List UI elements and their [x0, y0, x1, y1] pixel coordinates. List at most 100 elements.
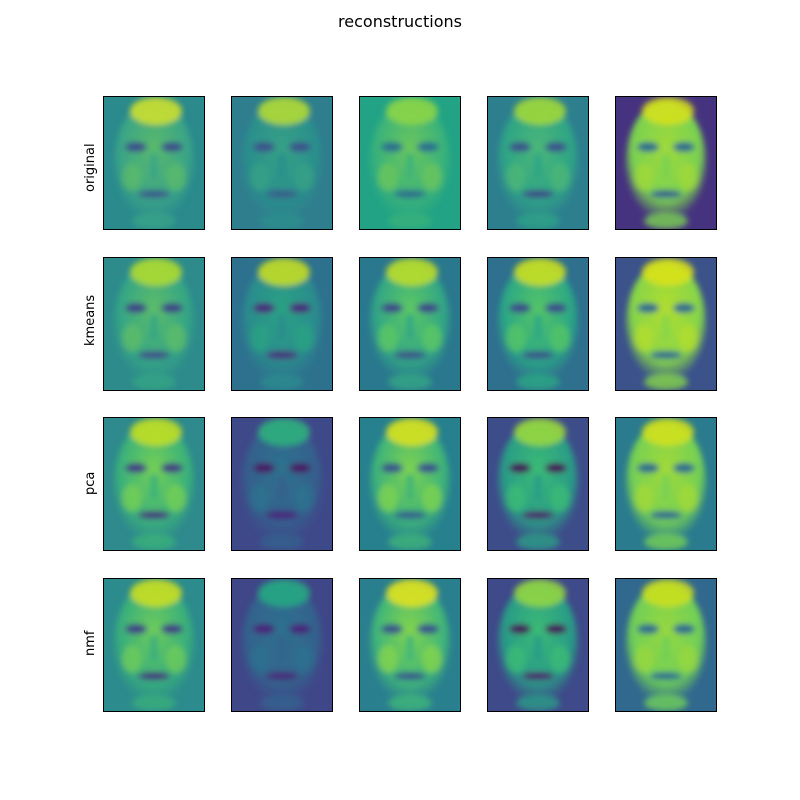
cheek-left [634, 645, 654, 673]
eye-right [673, 624, 695, 634]
chin [644, 374, 688, 390]
mouth [650, 672, 682, 680]
eye-left [509, 463, 531, 473]
forehead-highlight [642, 97, 694, 125]
nose [406, 474, 414, 500]
nose [534, 474, 542, 500]
eye-left [509, 624, 531, 634]
cheek-left [122, 645, 142, 673]
cheek-right [294, 163, 314, 191]
cheek-right [166, 645, 186, 673]
mouth [650, 190, 682, 198]
face-image [360, 258, 460, 390]
row-label-kmeans: kmeans [83, 294, 98, 346]
panel-original-2 [231, 96, 333, 230]
forehead-highlight [642, 258, 694, 286]
cheek-left [378, 163, 398, 191]
cheek-left [250, 645, 270, 673]
cheek-right [550, 645, 570, 673]
mouth [650, 511, 682, 519]
forehead-highlight [386, 418, 438, 446]
cheek-right [678, 324, 698, 352]
row-label-pca: pca [83, 471, 98, 495]
chin [132, 374, 176, 390]
chin [388, 213, 432, 229]
mouth [266, 672, 298, 680]
chin [260, 213, 304, 229]
eye-right [289, 142, 311, 152]
forehead-highlight [642, 418, 694, 446]
face-image [104, 418, 204, 550]
chin [388, 534, 432, 550]
cheek-left [250, 163, 270, 191]
cheek-left [634, 324, 654, 352]
forehead-highlight [258, 258, 310, 286]
eye-right [545, 142, 567, 152]
cheek-left [506, 163, 526, 191]
eye-right [161, 142, 183, 152]
chin [132, 213, 176, 229]
nose [278, 474, 286, 500]
forehead-highlight [514, 579, 566, 607]
eye-left [637, 624, 659, 634]
cheek-left [506, 324, 526, 352]
forehead-highlight [130, 579, 182, 607]
eye-left [381, 142, 403, 152]
mouth [138, 511, 170, 519]
eye-left [253, 624, 275, 634]
panel-pca-1 [103, 417, 205, 551]
cheek-right [550, 484, 570, 512]
forehead-highlight [514, 97, 566, 125]
forehead-highlight [386, 258, 438, 286]
eye-left [381, 624, 403, 634]
panel-nmf-1 [103, 578, 205, 712]
face-image [488, 258, 588, 390]
eye-left [637, 142, 659, 152]
face-image [360, 418, 460, 550]
eye-left [509, 303, 531, 313]
eye-left [637, 463, 659, 473]
panel-kmeans-4 [487, 257, 589, 391]
eye-right [161, 624, 183, 634]
cheek-left [250, 324, 270, 352]
mouth [522, 190, 554, 198]
forehead-highlight [130, 418, 182, 446]
cheek-right [422, 645, 442, 673]
face-image [104, 97, 204, 229]
mouth [522, 672, 554, 680]
face-image [104, 579, 204, 711]
eye-left [381, 463, 403, 473]
cheek-left [506, 484, 526, 512]
panel-pca-4 [487, 417, 589, 551]
cheek-right [422, 484, 442, 512]
cheek-left [506, 645, 526, 673]
face-image [232, 97, 332, 229]
face-image [232, 258, 332, 390]
cheek-left [122, 324, 142, 352]
eye-left [125, 624, 147, 634]
forehead-highlight [130, 258, 182, 286]
nose [278, 314, 286, 340]
cheek-right [678, 484, 698, 512]
nose [150, 635, 158, 661]
cheek-left [378, 324, 398, 352]
forehead-highlight [258, 97, 310, 125]
panel-original-5 [615, 96, 717, 230]
mouth [266, 190, 298, 198]
mouth [522, 511, 554, 519]
eye-left [125, 142, 147, 152]
chin [516, 534, 560, 550]
chin [516, 213, 560, 229]
cheek-left [122, 484, 142, 512]
face-image [232, 579, 332, 711]
nose [662, 635, 670, 661]
face-image [616, 418, 716, 550]
nose [278, 153, 286, 179]
face-image [488, 97, 588, 229]
nose [406, 314, 414, 340]
forehead-highlight [386, 97, 438, 125]
panel-pca-5 [615, 417, 717, 551]
cheek-right [550, 163, 570, 191]
cheek-left [378, 484, 398, 512]
